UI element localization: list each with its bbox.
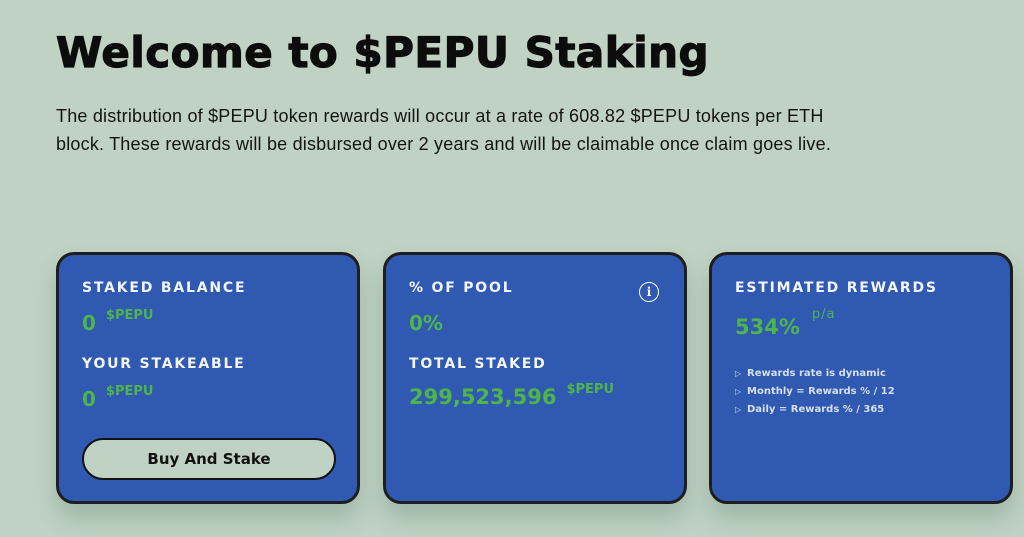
staked-balance-value-row: 0 $PEPU (82, 308, 154, 335)
pool-share-value-row: 0% (409, 311, 443, 335)
total-staked-label: TOTAL STAKED (409, 356, 547, 372)
staked-balance-value: 0 (82, 311, 96, 335)
total-staked-value: 299,523,596 (409, 385, 557, 409)
estimated-rewards-card: ESTIMATED REWARDS 534% p/a ▷ Rewards rat… (709, 252, 1013, 504)
rewards-notes-list: ▷ Rewards rate is dynamic ▷ Monthly = Re… (735, 365, 895, 419)
intro-text: The distribution of $PEPU token rewards … (56, 106, 832, 154)
pool-share-value: 0% (409, 311, 443, 335)
triangle-bullet-icon: ▷ (735, 387, 742, 396)
triangle-bullet-icon: ▷ (735, 405, 742, 414)
total-staked-unit: $PEPU (566, 382, 615, 397)
info-icon[interactable]: i (639, 282, 659, 302)
list-item: ▷ Monthly = Rewards % / 12 (735, 383, 895, 401)
list-item: ▷ Daily = Rewards % / 365 (735, 401, 895, 419)
stakeable-value: 0 (82, 387, 96, 411)
estimated-rewards-label: ESTIMATED REWARDS (735, 280, 938, 296)
stakeable-unit: $PEPU (105, 384, 154, 399)
note-text: Rewards rate is dynamic (747, 368, 886, 379)
estimated-rewards-value-row: 534% p/a (735, 307, 836, 339)
pool-card: % OF POOL i 0% TOTAL STAKED 299,523,596 … (383, 252, 687, 504)
list-item: ▷ Rewards rate is dynamic (735, 365, 895, 383)
triangle-bullet-icon: ▷ (735, 369, 742, 378)
total-staked-value-row: 299,523,596 $PEPU (409, 382, 615, 409)
note-text: Daily = Rewards % / 365 (747, 404, 885, 415)
stakeable-label: YOUR STAKEABLE (82, 356, 246, 372)
estimated-rewards-value: 534% (735, 315, 800, 339)
staked-balance-label: STAKED BALANCE (82, 280, 247, 296)
note-text: Monthly = Rewards % / 12 (747, 386, 895, 397)
page-title: Welcome to $PEPU Staking (55, 27, 710, 77)
per-annum-unit: p/a (811, 307, 836, 322)
staked-balance-unit: $PEPU (105, 308, 154, 323)
stakeable-value-row: 0 $PEPU (82, 384, 154, 411)
staked-balance-card: STAKED BALANCE 0 $PEPU YOUR STAKEABLE 0 … (56, 252, 360, 504)
pool-share-label: % OF POOL (409, 280, 514, 296)
buy-and-stake-button[interactable]: Buy And Stake (82, 438, 336, 480)
